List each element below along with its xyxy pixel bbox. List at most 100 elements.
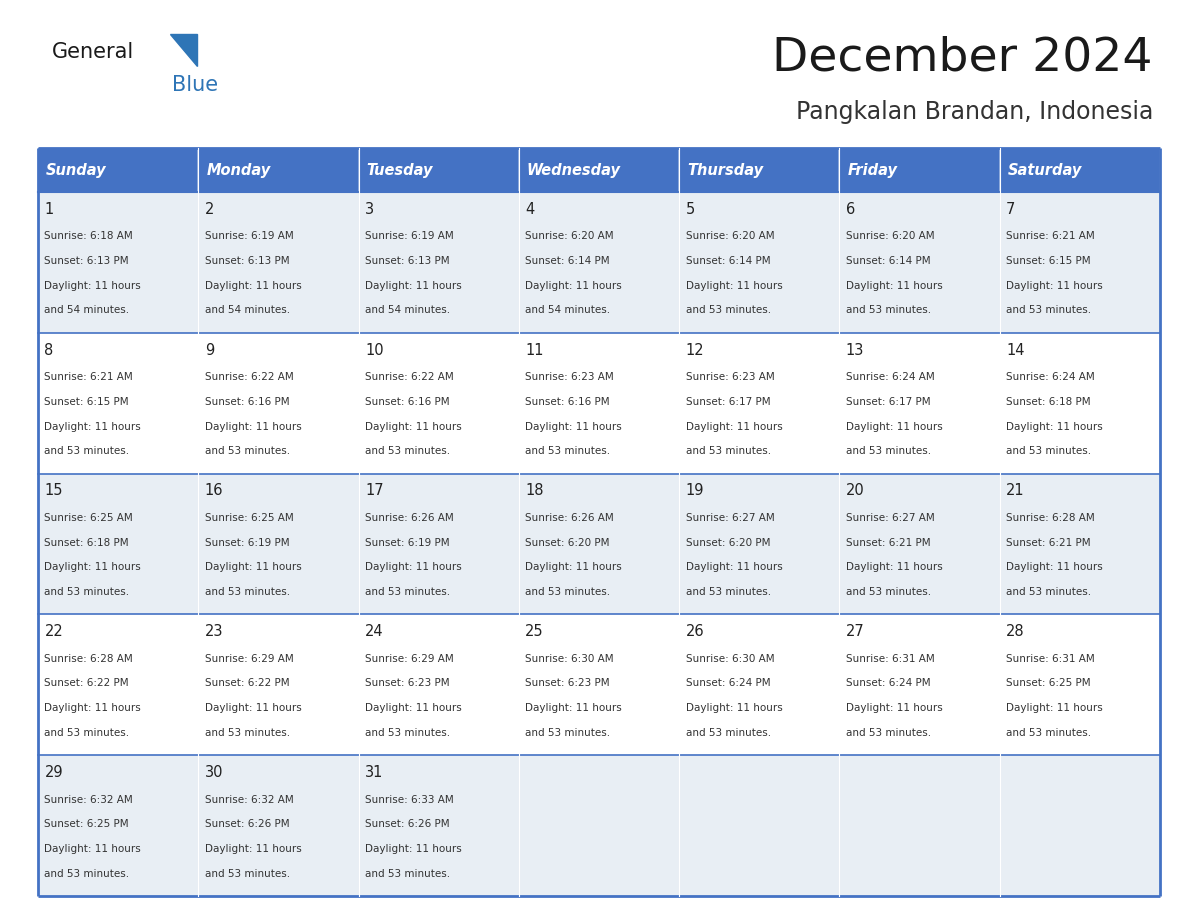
Text: 13: 13 <box>846 342 864 358</box>
Text: Sunrise: 6:32 AM: Sunrise: 6:32 AM <box>204 795 293 804</box>
Text: 15: 15 <box>44 484 63 498</box>
Text: Sunset: 6:13 PM: Sunset: 6:13 PM <box>44 256 129 266</box>
Text: and 53 minutes.: and 53 minutes. <box>204 728 290 738</box>
Text: Sunrise: 6:33 AM: Sunrise: 6:33 AM <box>365 795 454 804</box>
Text: Sunset: 6:18 PM: Sunset: 6:18 PM <box>44 538 129 548</box>
FancyBboxPatch shape <box>680 192 840 333</box>
Text: Daylight: 11 hours: Daylight: 11 hours <box>846 281 942 291</box>
FancyBboxPatch shape <box>1000 474 1159 614</box>
Text: Sunset: 6:25 PM: Sunset: 6:25 PM <box>1006 678 1091 688</box>
Text: Sunset: 6:21 PM: Sunset: 6:21 PM <box>1006 538 1091 548</box>
Text: Daylight: 11 hours: Daylight: 11 hours <box>44 421 141 431</box>
Text: and 53 minutes.: and 53 minutes. <box>525 587 611 597</box>
Text: Sunset: 6:20 PM: Sunset: 6:20 PM <box>525 538 609 548</box>
Text: and 53 minutes.: and 53 minutes. <box>204 868 290 879</box>
Text: Sunset: 6:23 PM: Sunset: 6:23 PM <box>525 678 609 688</box>
Text: 27: 27 <box>846 624 865 639</box>
FancyBboxPatch shape <box>38 756 198 896</box>
FancyBboxPatch shape <box>1000 192 1159 333</box>
Text: Daylight: 11 hours: Daylight: 11 hours <box>44 703 141 713</box>
Text: Sunrise: 6:25 AM: Sunrise: 6:25 AM <box>204 513 293 523</box>
FancyBboxPatch shape <box>359 614 519 756</box>
Text: 11: 11 <box>525 342 544 358</box>
Text: and 53 minutes.: and 53 minutes. <box>1006 446 1092 456</box>
Text: and 53 minutes.: and 53 minutes. <box>365 587 450 597</box>
Text: Sunset: 6:15 PM: Sunset: 6:15 PM <box>44 397 129 407</box>
Text: Daylight: 11 hours: Daylight: 11 hours <box>685 563 783 572</box>
Text: 21: 21 <box>1006 484 1025 498</box>
FancyBboxPatch shape <box>38 192 198 333</box>
FancyBboxPatch shape <box>198 474 359 614</box>
Text: and 54 minutes.: and 54 minutes. <box>44 306 129 316</box>
FancyBboxPatch shape <box>1000 148 1159 192</box>
Text: and 53 minutes.: and 53 minutes. <box>685 587 771 597</box>
Text: Sunset: 6:14 PM: Sunset: 6:14 PM <box>846 256 930 266</box>
FancyBboxPatch shape <box>840 148 1000 192</box>
Text: Sunset: 6:13 PM: Sunset: 6:13 PM <box>204 256 290 266</box>
FancyBboxPatch shape <box>359 333 519 474</box>
Text: Sunset: 6:24 PM: Sunset: 6:24 PM <box>846 678 930 688</box>
Text: Sunset: 6:19 PM: Sunset: 6:19 PM <box>365 538 449 548</box>
Text: and 54 minutes.: and 54 minutes. <box>204 306 290 316</box>
Text: and 53 minutes.: and 53 minutes. <box>846 728 931 738</box>
Text: Sunrise: 6:26 AM: Sunrise: 6:26 AM <box>525 513 614 523</box>
Text: Sunrise: 6:27 AM: Sunrise: 6:27 AM <box>846 513 935 523</box>
Text: and 54 minutes.: and 54 minutes. <box>365 306 450 316</box>
Text: 2: 2 <box>204 202 214 217</box>
Text: Sunset: 6:15 PM: Sunset: 6:15 PM <box>1006 256 1091 266</box>
Text: and 53 minutes.: and 53 minutes. <box>1006 306 1092 316</box>
Text: Sunset: 6:19 PM: Sunset: 6:19 PM <box>204 538 290 548</box>
Text: Thursday: Thursday <box>687 162 763 177</box>
Text: 7: 7 <box>1006 202 1016 217</box>
Text: Daylight: 11 hours: Daylight: 11 hours <box>204 703 302 713</box>
Text: Sunrise: 6:29 AM: Sunrise: 6:29 AM <box>365 654 454 664</box>
FancyBboxPatch shape <box>38 148 198 192</box>
Text: Sunset: 6:16 PM: Sunset: 6:16 PM <box>525 397 609 407</box>
FancyBboxPatch shape <box>198 148 359 192</box>
Text: 4: 4 <box>525 202 535 217</box>
Text: Sunrise: 6:29 AM: Sunrise: 6:29 AM <box>204 654 293 664</box>
Text: 23: 23 <box>204 624 223 639</box>
Text: Daylight: 11 hours: Daylight: 11 hours <box>685 421 783 431</box>
Text: 28: 28 <box>1006 624 1025 639</box>
Text: Sunset: 6:26 PM: Sunset: 6:26 PM <box>204 819 290 829</box>
Text: 24: 24 <box>365 624 384 639</box>
Text: Sunrise: 6:20 AM: Sunrise: 6:20 AM <box>525 231 614 241</box>
Text: Daylight: 11 hours: Daylight: 11 hours <box>204 421 302 431</box>
Text: Sunrise: 6:21 AM: Sunrise: 6:21 AM <box>44 372 133 382</box>
FancyBboxPatch shape <box>38 614 198 756</box>
Text: Daylight: 11 hours: Daylight: 11 hours <box>1006 563 1102 572</box>
Text: Sunrise: 6:23 AM: Sunrise: 6:23 AM <box>685 372 775 382</box>
Text: and 53 minutes.: and 53 minutes. <box>846 587 931 597</box>
Text: and 53 minutes.: and 53 minutes. <box>525 728 611 738</box>
Text: Daylight: 11 hours: Daylight: 11 hours <box>204 844 302 854</box>
Text: 12: 12 <box>685 342 704 358</box>
Text: Sunset: 6:18 PM: Sunset: 6:18 PM <box>1006 397 1091 407</box>
Text: Daylight: 11 hours: Daylight: 11 hours <box>204 563 302 572</box>
Text: Sunset: 6:20 PM: Sunset: 6:20 PM <box>685 538 770 548</box>
FancyBboxPatch shape <box>198 614 359 756</box>
FancyBboxPatch shape <box>680 756 840 896</box>
Text: Sunrise: 6:22 AM: Sunrise: 6:22 AM <box>365 372 454 382</box>
FancyBboxPatch shape <box>1000 756 1159 896</box>
Text: Daylight: 11 hours: Daylight: 11 hours <box>525 421 623 431</box>
FancyBboxPatch shape <box>519 148 680 192</box>
Text: Daylight: 11 hours: Daylight: 11 hours <box>525 563 623 572</box>
FancyBboxPatch shape <box>680 148 840 192</box>
FancyBboxPatch shape <box>840 474 1000 614</box>
FancyBboxPatch shape <box>359 148 519 192</box>
Text: Sunrise: 6:26 AM: Sunrise: 6:26 AM <box>365 513 454 523</box>
Text: 17: 17 <box>365 484 384 498</box>
FancyBboxPatch shape <box>198 333 359 474</box>
Text: Sunrise: 6:28 AM: Sunrise: 6:28 AM <box>44 654 133 664</box>
Text: 1: 1 <box>44 202 53 217</box>
Text: Sunset: 6:16 PM: Sunset: 6:16 PM <box>365 397 449 407</box>
Text: 18: 18 <box>525 484 544 498</box>
Text: Friday: Friday <box>847 162 897 177</box>
Text: Sunrise: 6:18 AM: Sunrise: 6:18 AM <box>44 231 133 241</box>
Text: Daylight: 11 hours: Daylight: 11 hours <box>44 563 141 572</box>
FancyBboxPatch shape <box>840 192 1000 333</box>
Text: 29: 29 <box>44 765 63 780</box>
Text: Sunrise: 6:21 AM: Sunrise: 6:21 AM <box>1006 231 1095 241</box>
Text: Sunrise: 6:30 AM: Sunrise: 6:30 AM <box>525 654 614 664</box>
